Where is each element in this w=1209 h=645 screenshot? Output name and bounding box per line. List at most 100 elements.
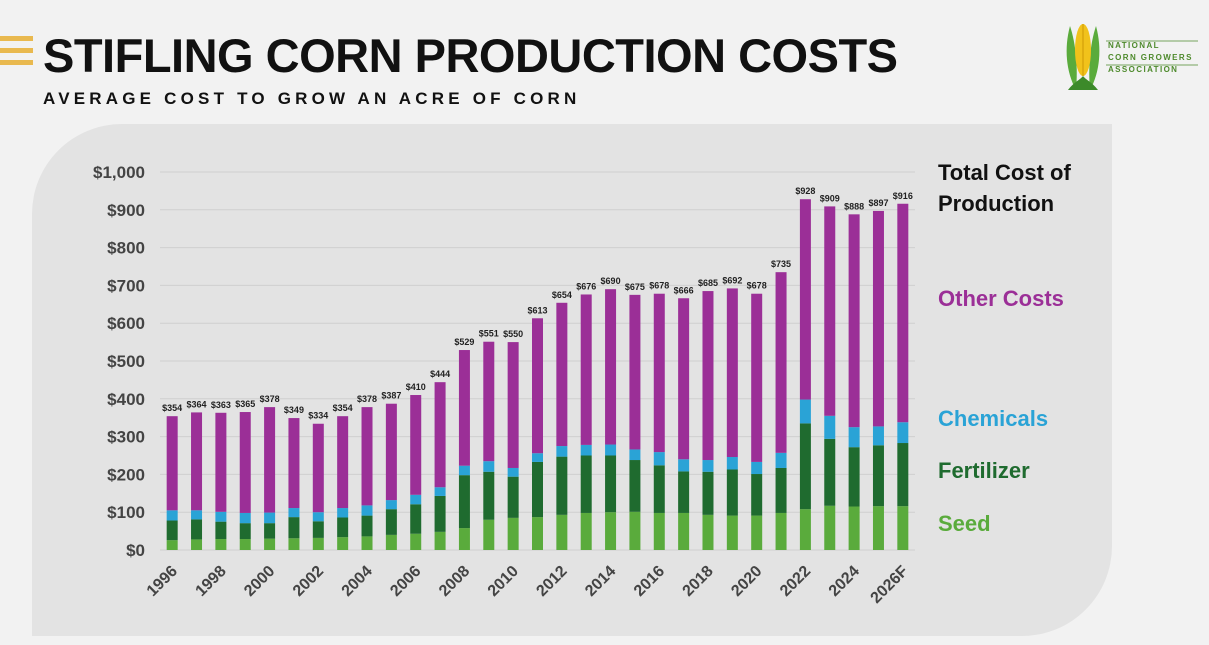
y-tick-label: $200: [107, 465, 145, 484]
total-value-label: $365: [235, 399, 255, 409]
bar-segment-seed: [726, 515, 738, 550]
bar-segment-fertilizer: [337, 517, 349, 538]
page-title: STIFLING CORN PRODUCTION COSTS: [43, 29, 898, 82]
y-tick-label: $400: [107, 390, 145, 409]
x-tick-label: 2004: [339, 563, 376, 600]
bar-segment-other-costs: [678, 298, 690, 460]
y-tick-label: $700: [107, 276, 145, 295]
total-value-labels: $354 $364 $363 $365 $378 $349 $334 $354 $378 $387…: [162, 186, 913, 421]
bar-segment-chemicals: [605, 444, 617, 456]
bar-segment-chemicals: [191, 510, 203, 520]
y-tick-label: $1,000: [93, 163, 145, 182]
bar-segment-chemicals: [872, 426, 884, 446]
bar-segment-fertilizer: [897, 443, 909, 507]
logo-line-2: CORN GROWERS: [1108, 53, 1193, 62]
bar-segment-chemicals: [312, 512, 324, 522]
bar-segment-other-costs: [605, 289, 617, 445]
total-value-label: $444: [430, 369, 450, 379]
bar-segment-other-costs: [897, 203, 909, 423]
bar-segment-other-costs: [532, 318, 543, 454]
bar-segment-fertilizer: [434, 495, 446, 532]
x-tick-label: 2022: [777, 563, 814, 600]
total-value-label: $909: [820, 193, 840, 203]
bar-segment-seed: [385, 534, 397, 550]
bar-segment-fertilizer: [532, 461, 543, 518]
total-value-label: $685: [698, 278, 718, 288]
bar-segment-seed: [483, 519, 495, 550]
bar-segment-other-costs: [848, 214, 860, 428]
bar-segment-chemicals: [507, 467, 519, 477]
bar-segment-seed: [872, 506, 884, 550]
bar-segment-chemicals: [678, 459, 690, 472]
x-tick-label: 2020: [728, 563, 765, 600]
bar-segment-fertilizer: [605, 455, 617, 513]
bar-segment-other-costs: [483, 341, 495, 462]
total-value-label: $378: [260, 394, 280, 404]
bar-segment-fertilizer: [215, 521, 227, 540]
total-value-label: $675: [625, 282, 645, 292]
x-tick-label: 2000: [241, 563, 278, 600]
x-tick-label: 2010: [485, 563, 522, 600]
bar-segment-fertilizer: [824, 438, 836, 506]
bar-segment-chemicals: [824, 415, 836, 439]
bar-segment-seed: [629, 511, 641, 550]
bar-segment-fertilizer: [483, 471, 495, 520]
bar-segment-fertilizer: [702, 471, 714, 515]
total-value-label: $364: [187, 399, 207, 409]
page-subtitle: AVERAGE COST TO GROW AN ACRE OF CORN: [43, 89, 581, 108]
bar-segment-other-costs: [775, 272, 787, 453]
total-value-label: $387: [381, 391, 401, 401]
logo-line-3: ASSOCIATION: [1108, 65, 1179, 74]
bar-segment-seed: [605, 512, 617, 550]
y-tick-label: $500: [107, 352, 145, 371]
bar-segment-other-costs: [580, 294, 592, 445]
y-tick-label: $100: [107, 503, 145, 522]
bar-segment-other-costs: [653, 293, 665, 453]
total-value-label: $678: [649, 281, 669, 291]
bar-segment-other-costs: [872, 210, 884, 427]
bar-segment-seed: [532, 517, 543, 550]
bar-segment-fertilizer: [385, 509, 397, 535]
y-tick-label: $800: [107, 239, 145, 258]
corn-logo-icon: [1066, 24, 1198, 90]
bar-segment-seed: [166, 540, 178, 550]
x-tick-label: 2012: [533, 563, 570, 600]
bar-segment-chemicals: [166, 510, 178, 521]
bar-segment-other-costs: [507, 342, 519, 468]
x-tick-label: 2018: [680, 563, 717, 600]
total-value-label: $666: [674, 285, 694, 295]
bar-segment-fertilizer: [312, 521, 324, 538]
bar-segment-chemicals: [775, 452, 787, 468]
bar-segment-chemicals: [556, 446, 568, 457]
bar-segment-other-costs: [702, 291, 714, 461]
total-value-label: $916: [893, 191, 913, 201]
bar-segment-other-costs: [410, 395, 422, 495]
bar-segment-seed: [361, 536, 373, 550]
bar-segment-fertilizer: [629, 460, 641, 512]
total-value-label: $378: [357, 394, 377, 404]
bar-segment-other-costs: [726, 288, 738, 458]
bar-segment-seed: [799, 509, 811, 550]
bar-segment-fertilizer: [191, 519, 203, 540]
total-value-label: $550: [503, 329, 523, 339]
bar-segment-chemicals: [897, 422, 909, 444]
x-tick-label: 2014: [582, 563, 619, 600]
bar-segment-fertilizer: [556, 456, 568, 515]
bar-segment-fertilizer: [872, 445, 884, 507]
x-tick-label: 2002: [290, 563, 327, 600]
bar-segment-seed: [264, 538, 276, 550]
bar-segment-seed: [702, 514, 714, 550]
bar-segment-seed: [337, 537, 349, 550]
bar-segment-fertilizer: [751, 474, 763, 516]
total-value-label: $654: [552, 290, 572, 300]
bar-segment-chemicals: [264, 512, 276, 524]
legend-fertilizer-label: Fertilizer: [938, 458, 1030, 483]
bar-segment-other-costs: [799, 199, 811, 400]
bar-segment-other-costs: [337, 416, 349, 509]
bar-segment-other-costs: [215, 412, 227, 512]
logo-text: NATIONAL CORN GROWERS ASSOCIATION: [1108, 40, 1193, 76]
bar-segment-other-costs: [264, 407, 276, 513]
x-tick-label: 2026F: [868, 563, 912, 607]
bar-segment-chemicals: [799, 399, 811, 424]
legend-other-costs: Other Costs: [938, 286, 1064, 312]
